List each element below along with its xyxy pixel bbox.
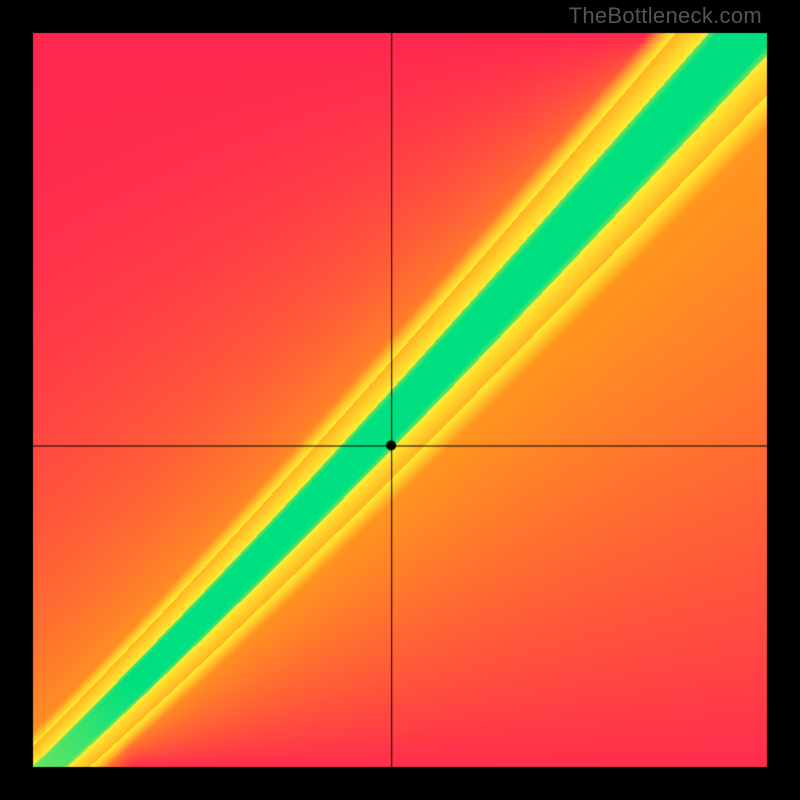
watermark-text: TheBottleneck.com — [569, 3, 762, 29]
bottleneck-heatmap — [0, 0, 800, 800]
